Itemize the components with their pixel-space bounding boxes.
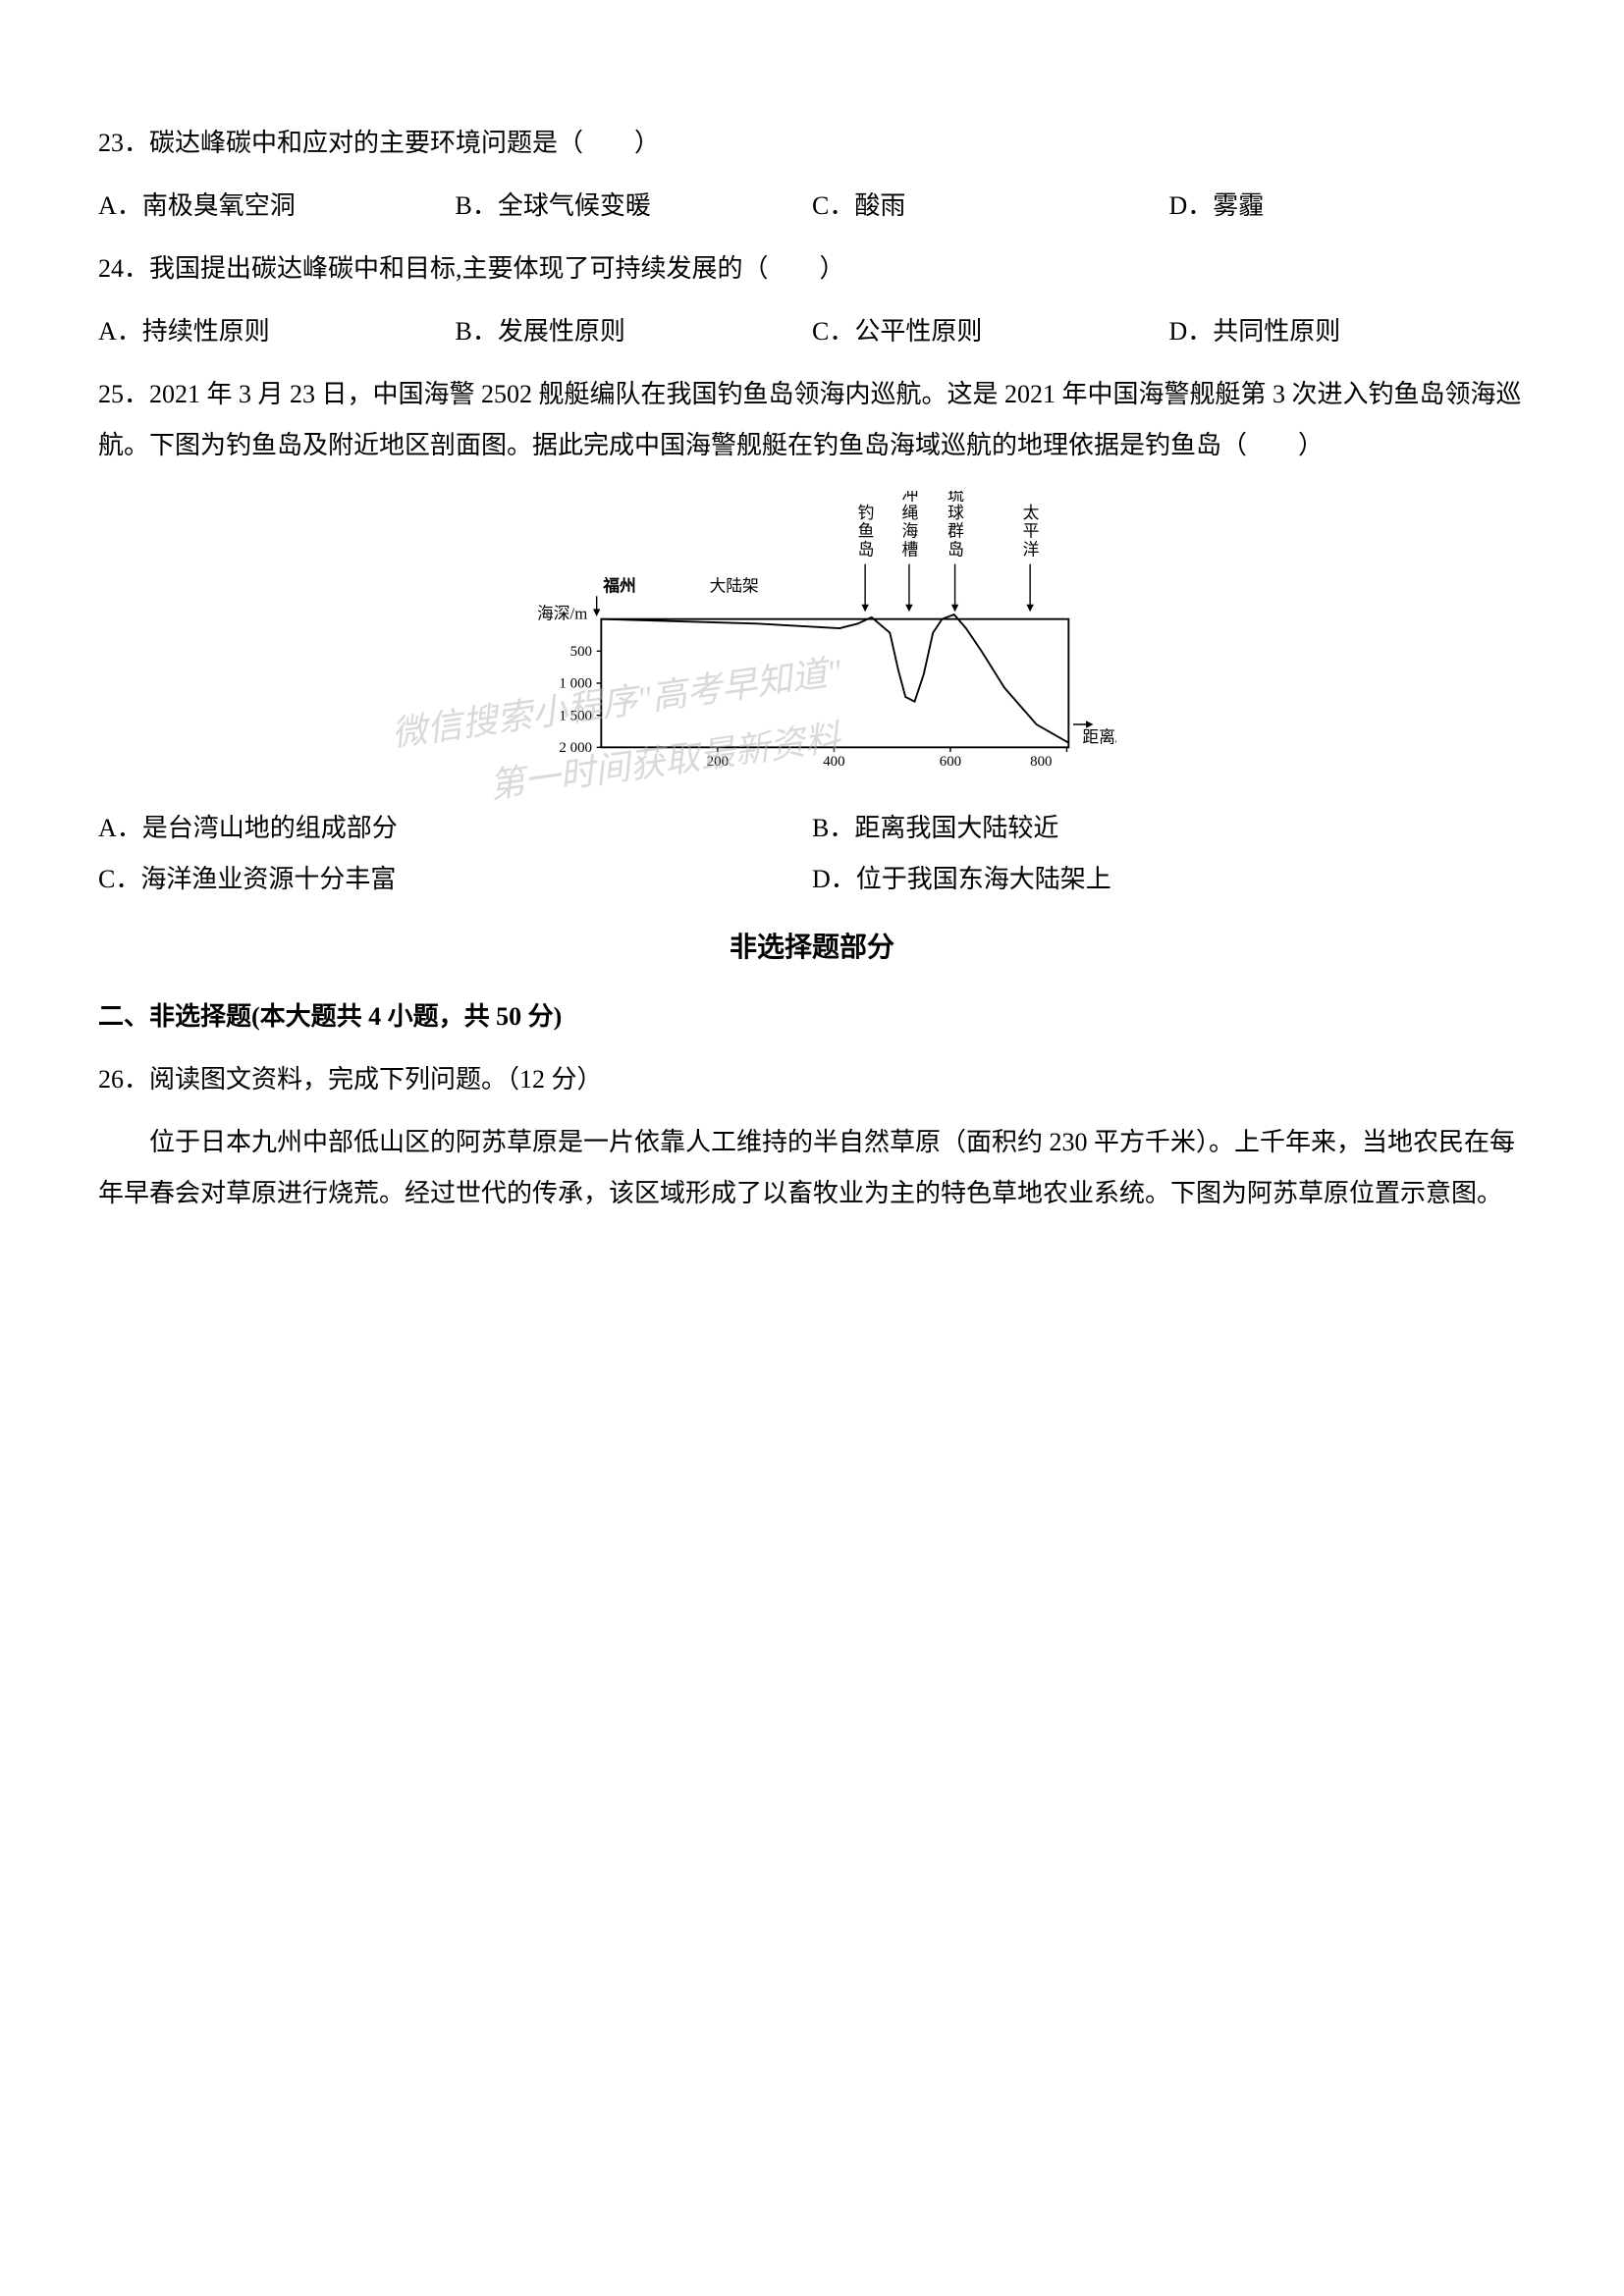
chart-container: 福州 大陆架 钓 鱼 岛 冲 绳 海 槽 琉 球 群 岛 太 平 洋 — [98, 491, 1526, 783]
q24-option-b: B．发展性原则 — [456, 306, 813, 357]
q24-option-a: A．持续性原则 — [98, 306, 456, 357]
q24-options: A．持续性原则 B．发展性原则 C．公平性原则 D．共同性原则 — [98, 306, 1526, 357]
q25-option-a: A．是台湾山地的组成部分 — [98, 803, 812, 854]
ytick-1500: 1 500 — [559, 708, 592, 723]
q24-option-c: C．公平性原则 — [812, 306, 1169, 357]
ytick-2000: 2 000 — [559, 740, 592, 756]
label-ryukyu-1: 琉 — [947, 491, 964, 504]
label-trough-3: 海 — [901, 522, 918, 541]
q24-option-d: D．共同性原则 — [1169, 306, 1527, 357]
q25-option-b: B．距离我国大陆较近 — [812, 803, 1526, 854]
q23-option-a: A．南极臭氧空洞 — [98, 181, 456, 232]
xtick-600: 600 — [940, 754, 961, 766]
label-shelf: 大陆架 — [709, 577, 759, 596]
q23-option-c: C．酸雨 — [812, 181, 1169, 232]
q24-text: 24．我国提出碳达峰碳中和目标,主要体现了可持续发展的（ ） — [98, 243, 1526, 294]
label-ryukyu-3: 群 — [947, 522, 964, 541]
label-diaoyu-2: 鱼 — [858, 522, 875, 541]
q23-option-d: D．雾霾 — [1169, 181, 1527, 232]
label-ryukyu-4: 岛 — [947, 540, 964, 559]
q23-option-b: B．全球气候变暖 — [456, 181, 813, 232]
subsection-heading: 二、非选择题(本大题共 4 小题，共 50 分) — [98, 991, 1526, 1042]
label-pacific-1: 太 — [1023, 504, 1040, 522]
ytick-1000: 1 000 — [559, 676, 592, 692]
depth-label: 海深/m — [537, 605, 587, 623]
q26-text: 26．阅读图文资料，完成下列问题。（12 分） — [98, 1054, 1526, 1105]
xtick-200: 200 — [707, 754, 729, 766]
profile-line — [601, 614, 1068, 743]
label-diaoyu: 钓 — [858, 504, 875, 522]
xtick-400: 400 — [823, 754, 844, 766]
q23-options: A．南极臭氧空洞 B．全球气候变暖 C．酸雨 D．雾霾 — [98, 181, 1526, 232]
distance-label: 距离/km — [1082, 728, 1116, 747]
xtick-800: 800 — [1030, 754, 1052, 766]
q23-text: 23．碳达峰碳中和应对的主要环境问题是（ ） — [98, 118, 1526, 169]
label-trough-1: 冲 — [901, 491, 918, 504]
label-trough-2: 绳 — [901, 504, 918, 522]
section-title: 非选择题部分 — [98, 921, 1526, 976]
label-pacific-3: 洋 — [1023, 540, 1040, 559]
label-fuzhou: 福州 — [602, 576, 636, 596]
q25-option-d: D．位于我国东海大陆架上 — [812, 854, 1526, 905]
ytick-500: 500 — [570, 644, 592, 660]
label-diaoyu-3: 岛 — [858, 540, 875, 559]
q25-text: 25．2021 年 3 月 23 日，中国海警 2502 舰艇编队在我国钓鱼岛领… — [98, 369, 1526, 471]
label-trough-4: 槽 — [901, 540, 918, 559]
q25-option-c: C．海洋渔业资源十分丰富 — [98, 854, 812, 905]
q26-passage: 位于日本九州中部低山区的阿苏草原是一片依靠人工维持的半自然草原（面积约 230 … — [98, 1117, 1526, 1219]
profile-chart: 福州 大陆架 钓 鱼 岛 冲 绳 海 槽 琉 球 群 岛 太 平 洋 — [508, 491, 1116, 766]
label-ryukyu-2: 球 — [947, 504, 964, 522]
chart-frame — [601, 619, 1068, 748]
q25-options: A．是台湾山地的组成部分 B．距离我国大陆较近 C．海洋渔业资源十分丰富 D．位… — [98, 803, 1526, 905]
label-pacific-2: 平 — [1023, 522, 1040, 541]
